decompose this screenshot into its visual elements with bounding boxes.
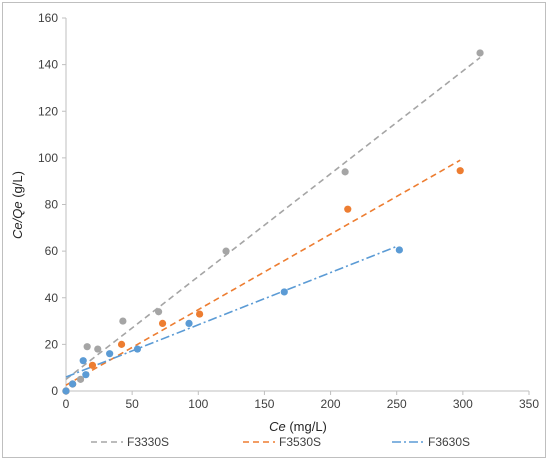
point-F3630S — [79, 357, 87, 365]
x-tick-label: 50 — [125, 397, 139, 411]
point-F3630S — [106, 350, 114, 358]
x-tick-label: 300 — [453, 397, 473, 411]
legend-label-F3330S: F3330S — [127, 435, 169, 449]
y-tick-label: 120 — [38, 104, 58, 118]
x-axis-title: Ce (mg/L) — [269, 419, 327, 434]
point-F3330S — [76, 375, 85, 383]
point-F3630S — [62, 387, 70, 395]
point-F3630S — [280, 288, 288, 296]
x-tick-label: 150 — [254, 397, 274, 411]
point-F3330S — [341, 168, 349, 176]
data-points — [62, 49, 484, 395]
point-F3630S — [395, 246, 403, 254]
point-F3630S — [82, 371, 90, 379]
x-tick-label: 350 — [519, 397, 539, 411]
point-F3530S — [196, 310, 204, 318]
y-tick-label: 40 — [45, 291, 59, 305]
point-F3330S — [119, 317, 127, 325]
x-tick-label: 100 — [188, 397, 208, 411]
trendline-F3530S — [65, 159, 461, 386]
y-tick-label: 140 — [38, 58, 58, 72]
point-F3530S — [117, 340, 126, 348]
axes — [62, 17, 530, 395]
point-F3330S — [94, 345, 102, 353]
x-tick-label: 0 — [63, 397, 70, 411]
point-F3530S — [344, 205, 352, 213]
point-F3630S — [133, 345, 142, 353]
legend-label-F3530S: F3530S — [279, 435, 321, 449]
y-tick-label: 160 — [38, 11, 58, 25]
point-F3530S — [158, 319, 167, 327]
point-F3530S — [88, 361, 97, 369]
x-tick-label: 250 — [387, 397, 407, 411]
y-tick-label: 20 — [45, 337, 59, 351]
point-F3330S — [155, 308, 163, 316]
point-F3330S — [222, 247, 230, 255]
point-F3530S — [456, 167, 464, 175]
y-tick-label: 100 — [38, 151, 58, 165]
chart-frame — [2, 2, 546, 458]
legend-label-F3630S: F3630S — [428, 435, 470, 449]
y-axis-title: Ce/Qe (g/L) — [10, 171, 25, 239]
trendline-F3330S — [65, 56, 481, 380]
legend: F3330S F3530S F3630S — [91, 435, 470, 449]
x-tick-label: 200 — [321, 397, 341, 411]
point-F3330S — [83, 343, 91, 351]
y-tick-label: 60 — [45, 244, 59, 258]
tick-labels: 0 50 100 150 200 250 300 350 0 20 40 60 80 100 120 140 1… — [38, 11, 539, 411]
point-F3630S — [185, 319, 193, 327]
trendlines — [65, 56, 481, 386]
y-tick-label: 80 — [45, 198, 59, 212]
trendline-F3630S — [65, 245, 398, 378]
y-tick-label: 0 — [51, 384, 58, 398]
point-F3630S — [69, 380, 77, 388]
point-F3330S — [476, 49, 484, 57]
